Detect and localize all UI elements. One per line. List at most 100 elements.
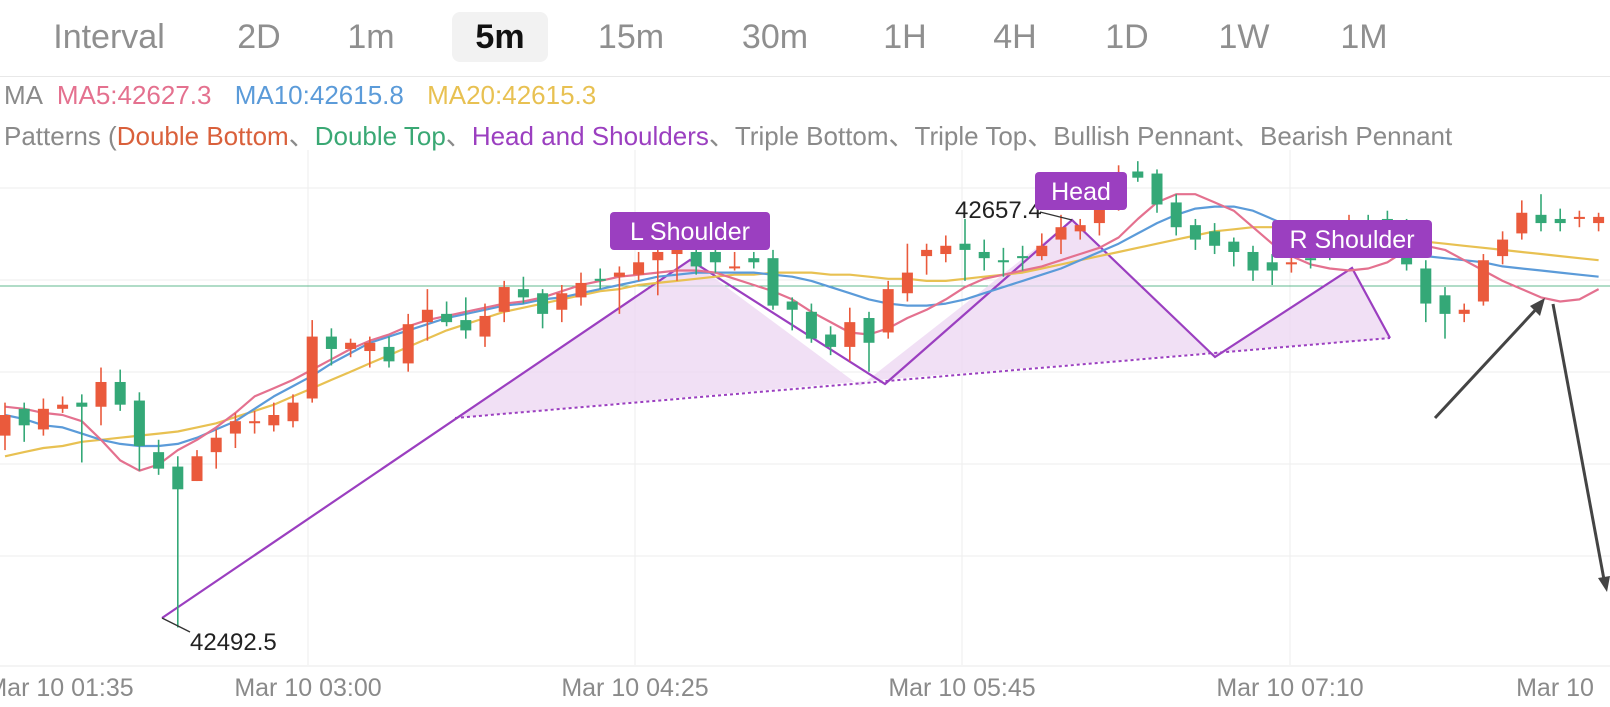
candle xyxy=(652,241,664,296)
x-tick-label: Mar 10 01:35 xyxy=(0,674,134,702)
candle xyxy=(37,398,49,436)
tab-1h[interactable]: 1H xyxy=(883,18,927,56)
candle xyxy=(1055,214,1067,255)
ma5-value: MA5:42627.3 xyxy=(56,80,212,110)
candle-body xyxy=(268,415,280,426)
tab-30m[interactable]: 30m xyxy=(741,18,809,56)
candle xyxy=(1535,194,1547,232)
candle-body xyxy=(460,320,472,331)
tab-5m[interactable]: 5m xyxy=(452,12,548,62)
candle-body xyxy=(229,421,241,434)
candle xyxy=(249,410,261,434)
candle xyxy=(460,297,472,339)
candle xyxy=(441,301,453,327)
pattern-neckline xyxy=(454,337,1391,419)
pattern-double-bottom: Double Bottom xyxy=(116,121,289,151)
tab-1m[interactable]: 1m xyxy=(347,18,395,56)
interval-label[interactable]: Interval xyxy=(53,18,165,56)
pattern-fill-area xyxy=(455,220,1390,418)
tab-1mo[interactable]: 1M xyxy=(1340,18,1388,56)
candle xyxy=(1477,254,1489,306)
candle xyxy=(537,289,549,329)
candle xyxy=(114,369,126,411)
candle-body xyxy=(997,260,1009,263)
tab-1w[interactable]: 1W xyxy=(1218,18,1270,56)
candle-body xyxy=(0,415,11,436)
toolbar-divider xyxy=(0,76,1610,77)
low-price-label: 42492.5 xyxy=(190,629,277,656)
up-arrow-line xyxy=(1433,303,1542,420)
candle xyxy=(1074,218,1086,240)
candles xyxy=(0,161,1605,628)
candle-body xyxy=(844,322,856,347)
candle-body xyxy=(690,251,702,267)
candle-body xyxy=(767,258,779,306)
candle xyxy=(594,268,606,290)
pattern-separator: 、 xyxy=(1233,121,1260,151)
candle-body xyxy=(1477,260,1489,302)
candle-body xyxy=(210,437,222,453)
pattern-separator: 、 xyxy=(288,121,315,151)
candle-body xyxy=(594,278,606,281)
pattern-label-head: Head xyxy=(1035,172,1127,210)
candle-body xyxy=(1439,295,1451,314)
candle-body xyxy=(863,318,875,343)
candle xyxy=(0,402,11,451)
candle xyxy=(1593,212,1605,232)
candle-body xyxy=(1247,251,1259,271)
candle xyxy=(863,311,875,372)
candle-body xyxy=(1497,239,1509,257)
pattern-label-text: R Shoulder xyxy=(1289,226,1414,254)
candle-body xyxy=(978,251,990,259)
candle xyxy=(1170,194,1182,236)
candle-body xyxy=(1516,212,1528,234)
high-price-pointer xyxy=(1039,211,1073,221)
candle-body xyxy=(882,289,894,333)
patterns-prefix: Patterns ( xyxy=(4,121,117,151)
candle-body xyxy=(940,245,952,255)
candle xyxy=(844,307,856,362)
tab-1d[interactable]: 1D xyxy=(1105,18,1149,56)
candle xyxy=(575,272,587,306)
candle xyxy=(421,289,433,341)
candle-body xyxy=(652,251,664,261)
candle xyxy=(1497,231,1509,265)
candle xyxy=(364,336,376,368)
ma-legend: MA MA5:42627.3 MA10:42615.8 MA20:42615.3 xyxy=(4,80,596,111)
tab-4h[interactable]: 4H xyxy=(993,18,1037,56)
candle-body xyxy=(959,243,971,250)
candle xyxy=(1017,245,1029,271)
candle xyxy=(940,235,952,263)
candle xyxy=(997,247,1009,277)
candle xyxy=(325,328,337,366)
candle-body xyxy=(729,266,741,269)
candle-body xyxy=(1074,225,1086,232)
low-price-pointer xyxy=(161,617,191,633)
tab-2d[interactable]: 2D xyxy=(237,18,281,56)
pattern-double-top: Double Top xyxy=(314,121,446,151)
candle-body xyxy=(556,293,568,310)
pattern-triple-bottom: Triple Bottom xyxy=(734,121,889,151)
candle-body xyxy=(1170,202,1182,228)
tab-15m[interactable]: 15m xyxy=(597,18,665,56)
pattern-separator: 、 xyxy=(708,121,735,151)
candle xyxy=(729,251,741,271)
trend-arrows xyxy=(1433,298,1610,592)
candle xyxy=(1151,169,1163,213)
candle xyxy=(345,338,357,358)
candle-body xyxy=(613,272,625,277)
candle-body xyxy=(805,311,817,339)
pattern-separator: 、 xyxy=(888,121,915,151)
candle-body xyxy=(249,421,261,424)
x-tick-label: Mar 10 xyxy=(1516,674,1594,702)
up-arrow-head xyxy=(1530,298,1545,316)
candle xyxy=(1036,233,1048,261)
ma5-line xyxy=(4,193,1600,472)
candle xyxy=(1189,218,1201,250)
candle xyxy=(306,320,318,403)
candle-body xyxy=(671,249,683,255)
candle-body xyxy=(172,466,184,490)
candle xyxy=(1247,245,1259,281)
candle xyxy=(786,297,798,331)
